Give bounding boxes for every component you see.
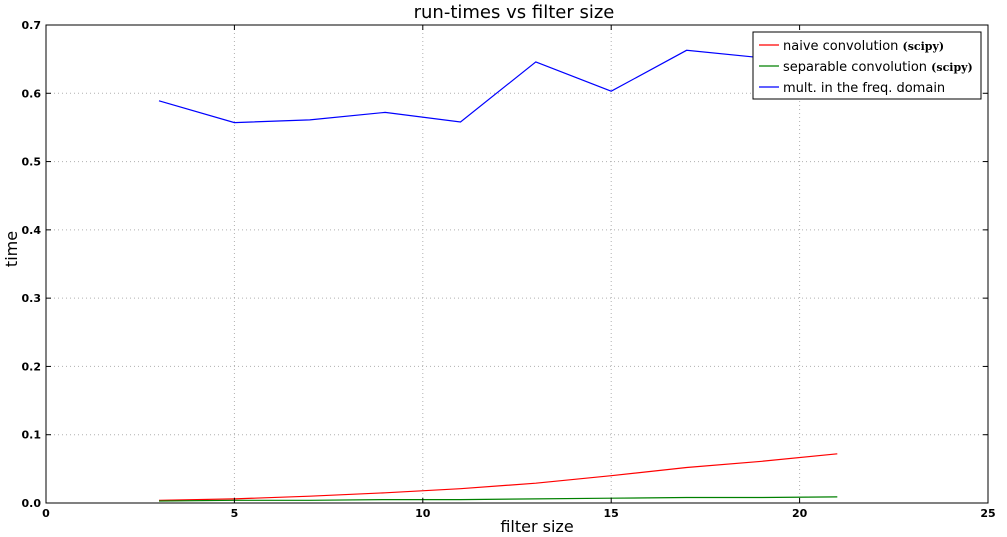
x-axis-label: filter size (500, 517, 573, 536)
plot-frame (45, 24, 989, 504)
y-tick-label: 0.6 (22, 87, 42, 100)
legend-label-suffix: (scipy) (903, 40, 945, 53)
x-tick-label: 25 (980, 507, 995, 520)
legend-label: mult. in the freq. domain (783, 81, 945, 96)
y-tick-label: 0.3 (22, 292, 42, 305)
y-tick-label: 0.2 (22, 360, 42, 373)
ticks: 0 5 10 15 20 25 0.0 0.1 0.2 0.3 0.4 0.5 0.6 0.7 (22, 19, 996, 520)
x-tick-label: 5 (231, 507, 239, 520)
y-tick-label: 0.5 (22, 156, 42, 169)
y-tick-label: 0.4 (22, 224, 42, 237)
y-tick-label: 0.0 (22, 497, 42, 510)
series-line-0 (158, 453, 838, 501)
legend-label: separable convolution (783, 60, 931, 75)
series-lines (158, 49, 838, 502)
x-tick-label: 20 (792, 507, 808, 520)
x-tick-label: 15 (604, 507, 619, 520)
series-line-2 (158, 49, 838, 124)
legend-entry-0: naive convolution (scipy) (783, 39, 944, 54)
y-tick-label: 0.7 (22, 19, 42, 32)
legend-label: naive convolution (783, 39, 903, 54)
legend-box (752, 31, 982, 100)
legend-label-suffix: (scipy) (931, 61, 973, 74)
series-line-1 (158, 496, 838, 502)
legend-entry-2: mult. in the freq. domain (783, 81, 945, 96)
x-tick-label: 0 (42, 507, 50, 520)
x-tick-label: 10 (415, 507, 431, 520)
y-axis-label: time (2, 231, 21, 267)
chart-title: run-times vs filter size (414, 2, 615, 23)
legend: naive convolution (scipy)separable convo… (752, 31, 982, 100)
y-tick-label: 0.1 (22, 429, 42, 442)
legend-entry-1: separable convolution (scipy) (783, 60, 973, 75)
